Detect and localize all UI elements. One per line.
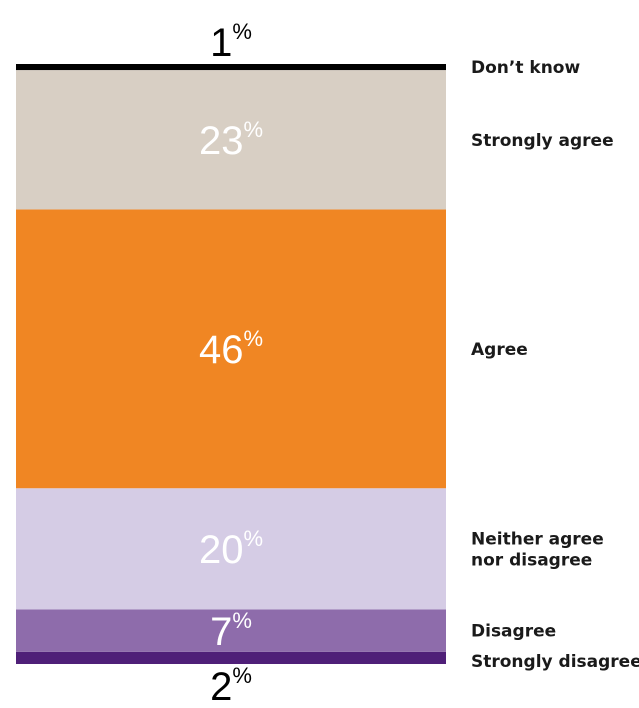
legend-item-line: Strongly disagree (471, 652, 639, 672)
data-label-value: 23 (199, 119, 244, 163)
data-label-value: 46 (199, 328, 244, 372)
bar-segment-neither-agree-nor-disagree (16, 488, 446, 610)
bar-segment-strongly-agree (16, 70, 446, 210)
data-label-neither-agree-nor-disagree: 20% (199, 526, 263, 572)
data-label-value: 2 (210, 665, 232, 708)
bar-segment-don-t-know (16, 64, 446, 71)
data-label-percent-sign: % (243, 326, 263, 351)
legend-item-line: Neither agree (471, 529, 604, 549)
data-label-value: 7 (210, 610, 232, 654)
data-label-percent-sign: % (232, 663, 252, 688)
legend-item-line: Strongly agree (471, 131, 614, 151)
data-label-don-t-know: 1% (210, 19, 252, 65)
data-label-percent-sign: % (232, 608, 252, 633)
legend-item-line: Agree (471, 340, 528, 360)
data-label-strongly-agree: 23% (199, 117, 263, 163)
bar-segment-disagree (16, 609, 446, 652)
legend-item-agree: Agree (471, 340, 528, 360)
legend-item-strongly-disagree: Strongly disagree (471, 652, 639, 672)
legend: Strongly disagree Disagree Neither agree no… (471, 58, 639, 672)
legend-item-line: Disagree (471, 622, 556, 642)
legend-item-line: Don’t know (471, 58, 580, 78)
bar-segment-strongly-disagree (16, 651, 446, 664)
data-label-percent-sign: % (243, 526, 263, 551)
legend-item-disagree: Disagree (471, 622, 556, 642)
data-label-strongly-disagree: 2% (210, 663, 252, 708)
data-label-disagree: 7% (210, 608, 252, 654)
bar-segments (16, 64, 446, 664)
bar-segment-agree (16, 209, 446, 489)
data-label-percent-sign: % (243, 117, 263, 142)
legend-item-don-t-know: Don’t know (471, 58, 580, 78)
legend-item-line: nor disagree (471, 550, 592, 570)
data-label-value: 1 (210, 21, 232, 65)
data-label-percent-sign: % (232, 19, 252, 44)
legend-item-neither-agree-nor-disagree: Neither agree nor disagree (471, 529, 604, 570)
data-label-value: 20 (199, 528, 244, 572)
data-labels: 2%7%20%46%23%1% (199, 19, 263, 708)
data-label-agree: 46% (199, 326, 263, 372)
legend-item-strongly-agree: Strongly agree (471, 131, 614, 151)
